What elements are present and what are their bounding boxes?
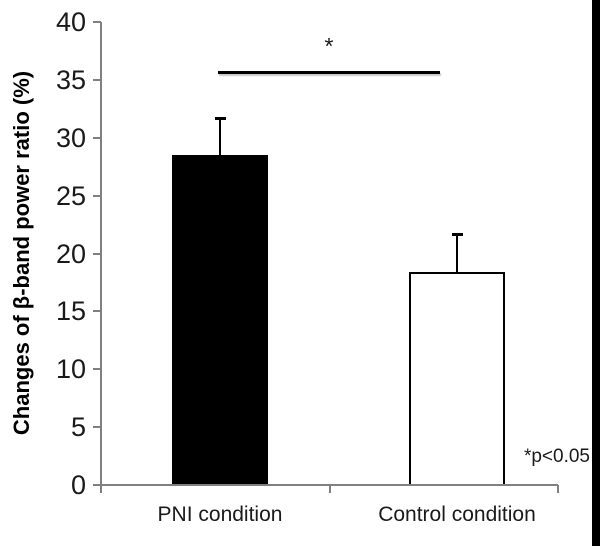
x-tick-mark	[100, 485, 102, 493]
y-tick-mark	[93, 310, 101, 313]
error-bar-line	[456, 233, 458, 272]
x-category-label: PNI condition	[157, 503, 283, 526]
y-tick-label: 35	[55, 64, 86, 95]
bar-pni-condition	[172, 155, 268, 485]
y-tick-mark	[93, 252, 101, 255]
y-tick-label: 25	[55, 180, 86, 211]
y-tick-mark	[93, 21, 101, 23]
y-tick-mark	[93, 78, 101, 81]
y-tick-mark	[93, 136, 101, 139]
bar-control-condition	[409, 272, 505, 485]
significance-bracket-line	[218, 71, 440, 74]
y-tick-label: 10	[55, 354, 86, 385]
y-tick-mark	[93, 368, 101, 371]
x-tick-mark	[329, 485, 331, 493]
screenshot-right-edge-strip	[592, 0, 600, 546]
y-axis-line	[100, 22, 102, 485]
x-axis-line	[100, 484, 558, 486]
x-tick-mark	[557, 485, 559, 493]
y-tick-mark	[93, 484, 101, 486]
y-tick-mark	[93, 426, 101, 429]
error-bar-cap	[451, 232, 463, 236]
y-tick-label: 15	[55, 296, 86, 327]
y-tick-label: 30	[55, 122, 86, 153]
p-value-note: *p<0.05	[523, 446, 590, 467]
error-bar-line	[219, 118, 221, 156]
x-category-label: Control condition	[378, 503, 536, 526]
y-tick-label: 5	[70, 412, 86, 443]
y-tick-mark	[93, 194, 101, 197]
y-tick-label: 0	[70, 470, 86, 500]
y-tick-label: 40	[55, 7, 86, 37]
y-tick-label: 20	[55, 238, 86, 269]
error-bar-cap	[214, 117, 226, 121]
significance-asterisk: *	[324, 33, 334, 59]
